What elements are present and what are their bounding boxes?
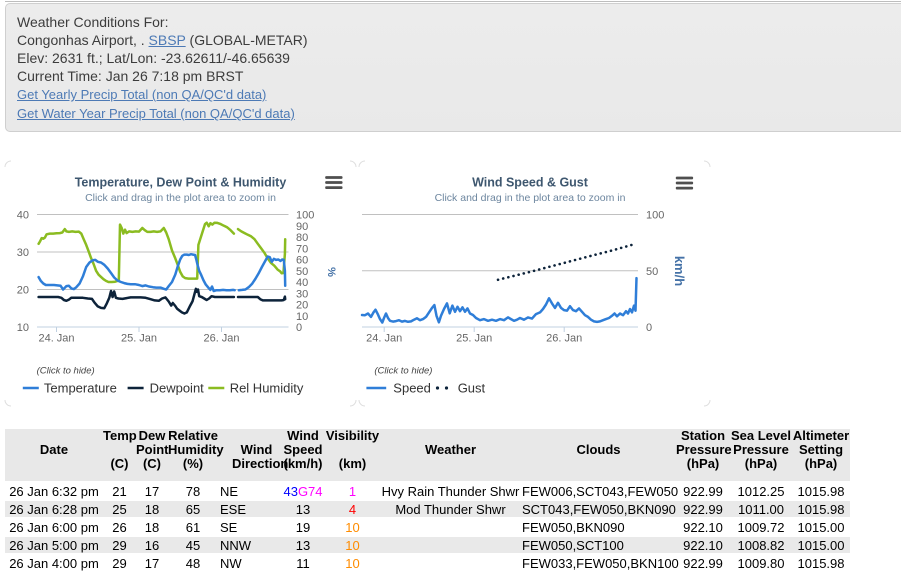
svg-text:25. Jan: 25. Jan — [456, 332, 492, 344]
svg-text:Temperature: Temperature — [44, 381, 117, 396]
svg-text:70: 70 — [296, 243, 308, 255]
svg-text:30: 30 — [17, 247, 29, 259]
svg-text:%: % — [325, 267, 337, 277]
svg-text:26. Jan: 26. Jan — [546, 332, 582, 344]
svg-text:100: 100 — [646, 210, 664, 222]
svg-text:26. Jan: 26. Jan — [203, 332, 239, 344]
svg-text:Gust: Gust — [458, 381, 486, 396]
svg-text:Speed: Speed — [393, 381, 431, 396]
svg-text:(Click to hide): (Click to hide) — [37, 366, 95, 377]
svg-text:10: 10 — [296, 311, 308, 323]
svg-text:10: 10 — [17, 322, 29, 334]
svg-text:90: 90 — [296, 221, 308, 233]
svg-text:Rel Humidity: Rel Humidity — [230, 381, 304, 396]
svg-text:25. Jan: 25. Jan — [121, 332, 157, 344]
svg-text:40: 40 — [17, 210, 29, 222]
svg-text:50: 50 — [296, 266, 308, 278]
svg-text:(Click to hide): (Click to hide) — [374, 366, 432, 377]
svg-text:Wind Speed & Gust: Wind Speed & Gust — [472, 176, 589, 190]
svg-text:80: 80 — [296, 232, 308, 244]
svg-text:0: 0 — [296, 322, 302, 334]
svg-text:20: 20 — [296, 300, 308, 312]
svg-text:Temperature, Dew Point & Humid: Temperature, Dew Point & Humidity — [75, 176, 287, 190]
svg-text:Click and drag in the plot are: Click and drag in the plot area to zoom … — [435, 192, 626, 204]
svg-text:20: 20 — [17, 285, 29, 297]
svg-text:60: 60 — [296, 255, 308, 267]
svg-text:100: 100 — [296, 210, 314, 222]
svg-text:24. Jan: 24. Jan — [38, 332, 74, 344]
svg-text:Dewpoint: Dewpoint — [150, 381, 205, 396]
svg-text:24. Jan: 24. Jan — [366, 332, 402, 344]
svg-text:Click and drag in the plot are: Click and drag in the plot area to zoom … — [85, 192, 276, 204]
svg-text:50: 50 — [646, 266, 658, 278]
svg-text:40: 40 — [296, 277, 308, 289]
svg-text:0: 0 — [646, 322, 652, 334]
svg-text:30: 30 — [296, 288, 308, 300]
svg-text:km/h: km/h — [672, 256, 687, 286]
